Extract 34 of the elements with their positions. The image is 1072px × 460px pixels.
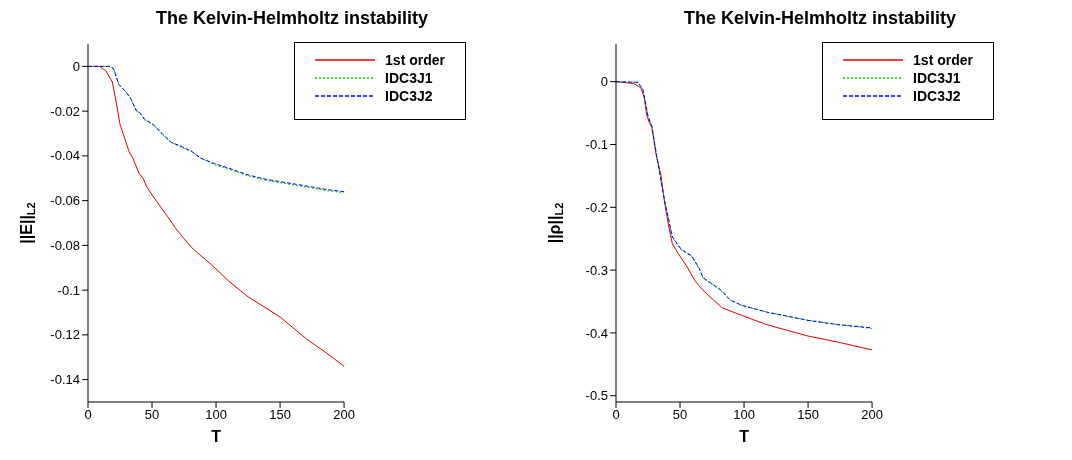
y-tick-label: -0.4 [585,325,608,341]
y-tick-label: -0.1 [57,282,80,298]
chart-title: The Kelvin-Helmholtz instability [683,8,957,30]
legend-label: 1st order [385,52,445,68]
x-tick-label: 50 [672,407,688,423]
y-tick-label: -0.2 [585,199,608,215]
x-tick-label: 0 [84,407,92,423]
legend-label: 1st order [913,52,973,68]
legend-label: IDC3J2 [385,88,433,104]
chart-title: The Kelvin-Helmholtz instability [155,8,429,30]
x-tick-label: 200 [861,407,883,423]
y-tick-label: -0.14 [50,372,80,388]
y-tick-label: -0.1 [585,137,608,153]
legend-label: IDC3J1 [385,70,433,86]
y-tick-label: 0 [72,58,80,74]
x-tick-label: 100 [205,407,227,423]
x-tick-label: 150 [797,407,819,423]
y-tick-label: -0.3 [585,262,608,278]
y-tick-label: 0 [600,74,608,90]
y-tick-label: -0.06 [50,193,80,209]
x-tick-label: 0 [612,407,620,423]
y-tick-label: -0.02 [50,103,80,119]
legend-label: IDC3J2 [913,88,961,104]
x-axis-title: T [211,428,222,445]
x-tick-label: 200 [333,407,355,423]
y-tick-label: -0.12 [50,327,80,343]
x-tick-label: 50 [144,407,160,423]
y-tick-label: -0.08 [50,237,80,253]
x-axis-title: T [739,428,750,445]
y-tick-label: -0.04 [50,148,80,164]
y-tick-label: -0.5 [585,388,608,404]
x-tick-label: 100 [733,407,755,423]
legend-label: IDC3J1 [913,70,961,86]
x-tick-label: 150 [269,407,291,423]
